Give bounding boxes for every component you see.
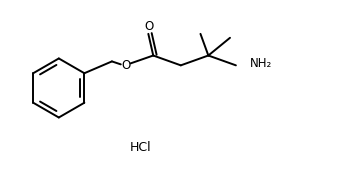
Text: O: O (121, 59, 130, 72)
Text: O: O (145, 20, 154, 33)
Text: NH₂: NH₂ (250, 57, 272, 70)
Text: HCl: HCl (129, 140, 151, 153)
